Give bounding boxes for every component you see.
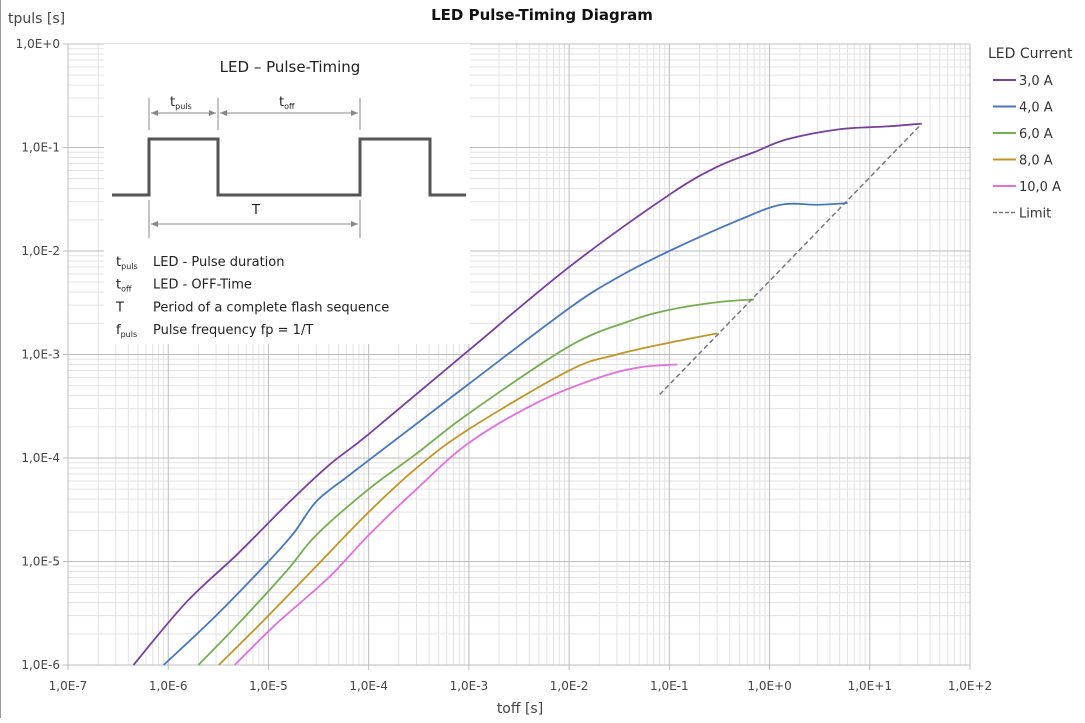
legend-title: LED Current bbox=[988, 46, 1073, 62]
arrow-head bbox=[151, 110, 158, 116]
period-label: T bbox=[251, 203, 260, 218]
x-axis-label: toff [s] bbox=[497, 701, 543, 717]
inset-title: LED – Pulse-Timing bbox=[220, 58, 361, 76]
legend-label-8-0-a: 8,0 A bbox=[1019, 154, 1053, 169]
y-tick-label: 1,0E-4 bbox=[21, 451, 60, 465]
toff-label: toff bbox=[279, 95, 295, 111]
legend-label-limit: Limit bbox=[1019, 207, 1051, 222]
x-tick-label: 1,0E+1 bbox=[848, 679, 892, 693]
legend: LED Current 3,0 A 4,0 A 6,0 A 8,0 A 10,0 A Li… bbox=[988, 46, 1073, 222]
y-tick-label: 1,0E-3 bbox=[21, 348, 60, 362]
series-line-4-0-a bbox=[163, 202, 848, 666]
x-tick-label: 1,0E-4 bbox=[349, 679, 388, 693]
y-tick-label: 1,0E-1 bbox=[21, 141, 60, 155]
y-tick-labels: 1,0E-6 1,0E-5 1,0E-4 1,0E-3 1,0E-2 1,0E-1 1,0E… bbox=[16, 37, 60, 672]
series-line-limit bbox=[659, 123, 923, 396]
series-line-10-0-a bbox=[234, 363, 678, 666]
y-tick-label: 1,0E-2 bbox=[21, 244, 60, 258]
arrow-head bbox=[220, 110, 227, 116]
arrow-head bbox=[351, 110, 358, 116]
pulse-waveform bbox=[112, 137, 466, 197]
series-line-6-0-a bbox=[197, 298, 755, 666]
inset-legend-text: LED - OFF-Time bbox=[153, 278, 252, 293]
arrow-head bbox=[151, 221, 158, 227]
inset-legend-text: Period of a complete flash sequence bbox=[153, 300, 389, 315]
legend-label-6-0-a: 6,0 A bbox=[1019, 127, 1053, 142]
x-tick-label: 1,0E-6 bbox=[149, 679, 188, 693]
legend-label-10-0-a: 10,0 A bbox=[1019, 180, 1061, 195]
x-tick-label: 1,0E-1 bbox=[650, 679, 689, 693]
x-tick-label: 1,0E-7 bbox=[49, 679, 88, 693]
inset-legend-text: LED - Pulse duration bbox=[153, 255, 285, 270]
x-tick-label: 1,0E+0 bbox=[747, 679, 791, 693]
inset-legend: tpuls LED - Pulse duration toff LED - OFF-T… bbox=[115, 255, 389, 339]
grid-major bbox=[63, 43, 971, 670]
series-lines bbox=[132, 122, 923, 666]
legend-label-4-0-a: 4,0 A bbox=[1019, 101, 1053, 116]
y-tick-label: 1,0E+0 bbox=[16, 37, 60, 51]
x-tick-label: 1,0E-2 bbox=[550, 679, 589, 693]
tpuls-label: tpuls bbox=[170, 95, 192, 111]
x-tick-label: 1,0E-5 bbox=[249, 679, 288, 693]
x-tick-label: 1,0E+2 bbox=[948, 679, 992, 693]
chart-title: LED Pulse-Timing Diagram bbox=[431, 6, 653, 24]
y-tick-label: 1,0E-5 bbox=[21, 555, 60, 569]
arrow-head bbox=[209, 110, 216, 116]
inset-legend-symbol: T bbox=[115, 300, 124, 315]
y-tick-label: 1,0E-6 bbox=[21, 658, 60, 672]
x-tick-labels: 1,0E-7 1,0E-6 1,0E-5 1,0E-4 1,0E-3 1,0E-2 1,0E… bbox=[49, 679, 993, 693]
inset-legend-symbol: tpuls bbox=[116, 255, 138, 271]
series-line-8-0-a bbox=[218, 332, 718, 666]
arrow-head bbox=[351, 221, 358, 227]
y-axis-label: tpuls [s] bbox=[8, 11, 65, 27]
inset-legend-text: Pulse frequency fp = 1/T bbox=[153, 323, 313, 338]
inset-panel: LED – Pulse-Timing tpuls toff T tpuls LED… bbox=[104, 44, 470, 344]
legend-label-3-0-a: 3,0 A bbox=[1019, 74, 1053, 89]
inset-legend-symbol: toff bbox=[116, 278, 132, 294]
x-tick-label: 1,0E-3 bbox=[450, 679, 489, 693]
series-line-3-0-a bbox=[132, 122, 922, 666]
inset-legend-symbol: fpuls bbox=[116, 323, 137, 339]
